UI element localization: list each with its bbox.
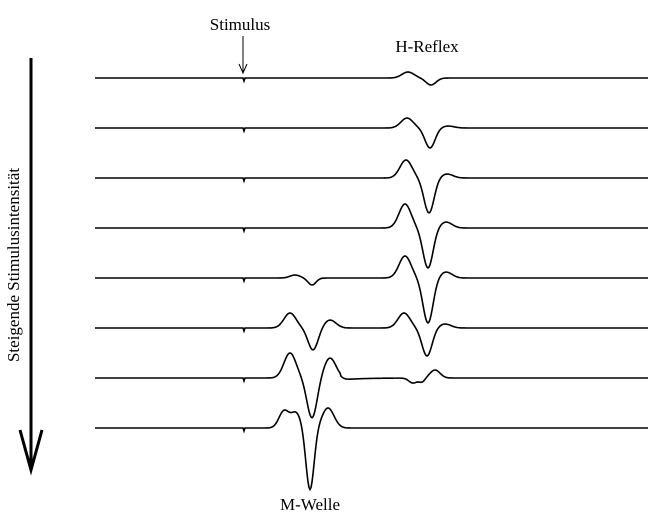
trace xyxy=(95,407,648,492)
h-reflex-label: H-Reflex xyxy=(395,37,459,56)
trace xyxy=(95,117,648,149)
traces xyxy=(95,71,648,492)
axis-label: Steigende Stimulusintensität xyxy=(4,168,23,362)
trace xyxy=(95,203,648,269)
trace xyxy=(95,352,648,419)
m-wave-label: M-Welle xyxy=(280,495,340,514)
trace xyxy=(95,255,648,324)
intensity-arrowhead xyxy=(18,429,44,476)
trace xyxy=(95,312,648,357)
stimulus-arrowhead xyxy=(238,63,248,75)
trace xyxy=(95,159,648,214)
trace xyxy=(95,71,648,86)
stimulus-label: Stimulus xyxy=(210,15,270,34)
